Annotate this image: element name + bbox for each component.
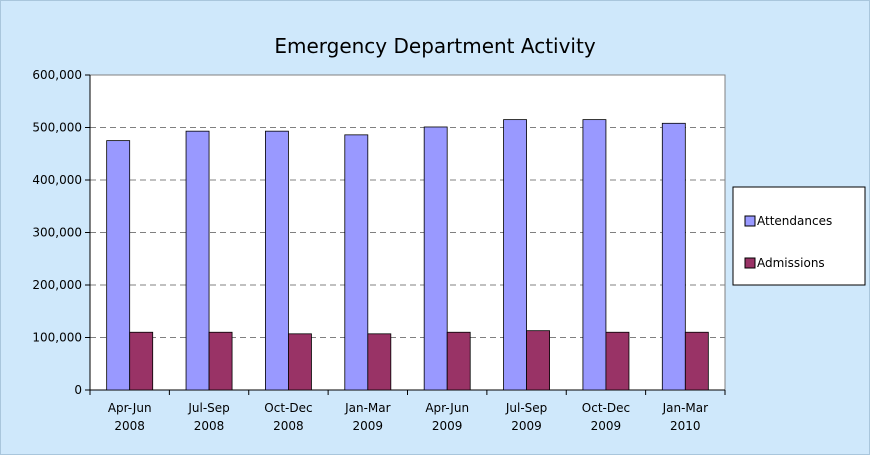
x-tick-label-line: Jan-Mar xyxy=(344,401,391,415)
chart-title: Emergency Department Activity xyxy=(274,34,596,58)
x-tick-label: Jan-Mar 2009 xyxy=(344,401,391,433)
x-tick-label-line: 2009 xyxy=(353,419,384,433)
x-tick-label: Oct-Dec 2009 xyxy=(582,401,630,433)
x-tick-label: Apr-Jun 2008 xyxy=(108,401,152,433)
bar xyxy=(582,119,607,391)
bar xyxy=(661,122,686,391)
x-tick-label-line: Oct-Dec xyxy=(582,401,630,415)
x-tick-label-line: 2008 xyxy=(114,419,145,433)
x-tick-label-line: 2009 xyxy=(432,419,463,433)
x-tick-label-line: Jul-Sep xyxy=(505,401,547,415)
bar xyxy=(503,119,527,391)
x-tick-label-line: Apr-Jun xyxy=(108,401,152,415)
bar xyxy=(344,134,369,391)
x-tick-label: Oct-Dec 2008 xyxy=(264,401,312,433)
x-tick-label-line: Jan-Mar xyxy=(662,401,709,415)
y-tick-label: 400,000 xyxy=(32,173,82,187)
y-tick-label: 200,000 xyxy=(32,278,82,292)
x-tick-label-line: 2009 xyxy=(511,419,542,433)
x-tick-label-line: 2008 xyxy=(194,419,225,433)
x-tick-label-line: 2010 xyxy=(670,419,701,433)
x-tick-label: Jan-Mar 2010 xyxy=(662,401,709,433)
bar xyxy=(106,140,131,391)
y-tick-label: 500,000 xyxy=(32,121,82,135)
bar xyxy=(185,130,210,391)
x-tick-label-line: Apr-Jun xyxy=(425,401,469,415)
legend-swatch xyxy=(744,215,756,227)
x-tick-label: Jul-Sep 2009 xyxy=(505,401,547,433)
y-tick-label: 600,000 xyxy=(32,68,82,82)
bar xyxy=(208,331,233,391)
y-tick-label: 0 xyxy=(74,383,82,397)
bar xyxy=(526,330,550,391)
bar xyxy=(446,331,471,391)
y-tick-label: 300,000 xyxy=(32,226,82,240)
x-tick-label-line: 2008 xyxy=(273,419,304,433)
x-tick-label-line: Jul-Sep xyxy=(187,401,229,415)
y-tick-label: 100,000 xyxy=(32,331,82,345)
x-tick-label-line: 2009 xyxy=(591,419,622,433)
legend-label: Admissions xyxy=(757,256,825,270)
x-tick-label: Apr-Jun 2009 xyxy=(425,401,469,433)
x-tick-label: Jul-Sep 2008 xyxy=(187,401,229,433)
bar xyxy=(605,331,630,391)
legend-label: Attendances xyxy=(757,214,832,228)
legend xyxy=(732,186,866,286)
bar xyxy=(129,331,154,391)
x-tick-label-line: Oct-Dec xyxy=(264,401,312,415)
bar xyxy=(367,333,392,391)
bar xyxy=(288,333,312,391)
bar xyxy=(265,130,289,391)
bar xyxy=(684,331,709,391)
bar xyxy=(423,126,448,391)
legend-swatch xyxy=(744,257,756,269)
